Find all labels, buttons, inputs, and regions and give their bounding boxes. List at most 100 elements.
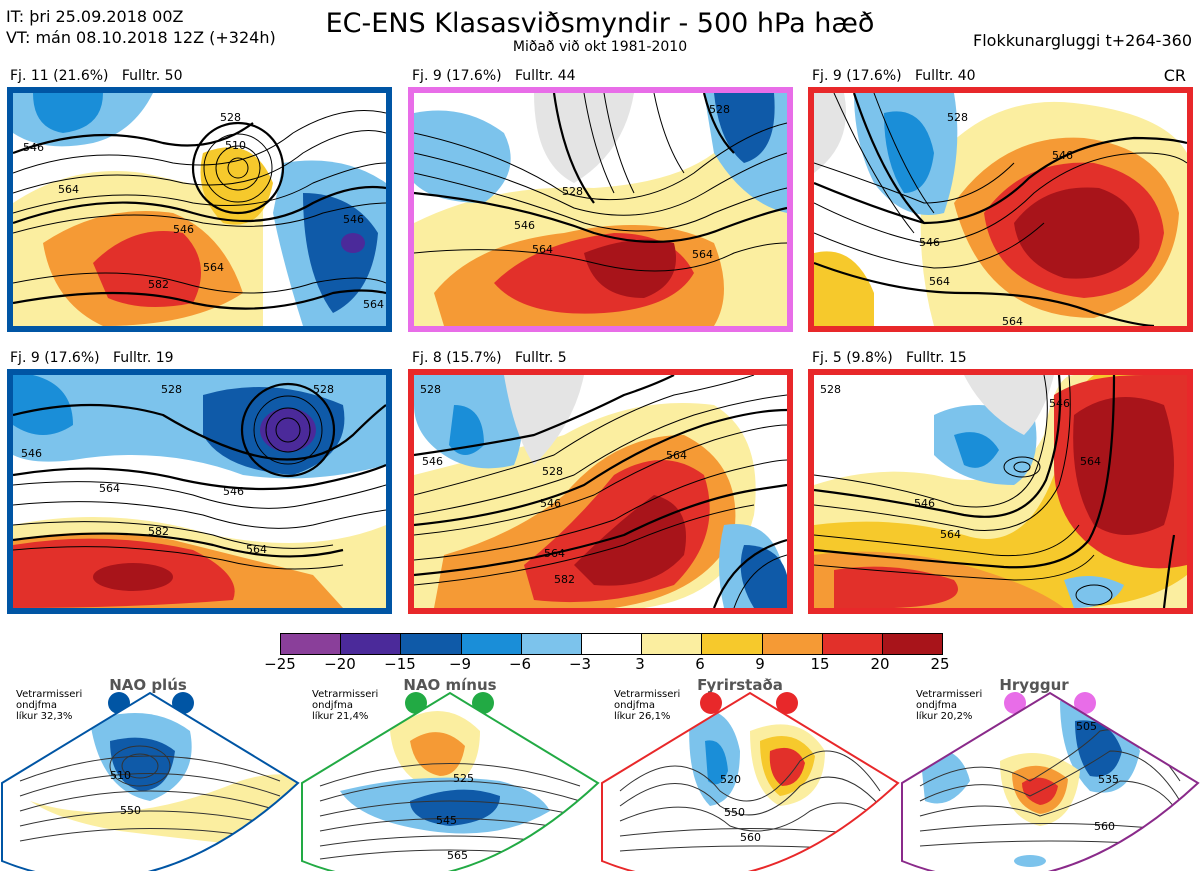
contour-label: 505 — [1076, 720, 1097, 733]
contour-label: 564 — [666, 449, 687, 462]
colorbar-swatch — [461, 634, 522, 654]
page-title: EC-ENS Klasasviðsmyndir - 500 hPa hæð — [325, 8, 875, 39]
contour-label: 564 — [246, 543, 267, 556]
panel-label-2: Fj. 9 (17.6%) Fulltr. 44 — [412, 68, 576, 84]
colorbar-swatch — [882, 634, 943, 654]
contour-label: 564 — [544, 547, 565, 560]
colorbar-swatch — [702, 634, 763, 654]
contour-label: 510 — [225, 139, 246, 152]
regime-probability: líkur 26,1% — [614, 711, 671, 722]
contour-label: 528 — [220, 111, 241, 124]
panel-label-3: Fj. 9 (17.6%) Fulltr. 40 — [812, 68, 976, 84]
colorbar-tick: 3 — [635, 655, 645, 673]
panel-label-4: Fj. 9 (17.6%) Fulltr. 19 — [10, 350, 174, 366]
contour-label: 546 — [1052, 149, 1073, 162]
contour-label: 564 — [1002, 315, 1023, 328]
contour-label: 520 — [720, 773, 741, 786]
cluster-map-4: 528 528 546 564 546 582 564 — [7, 369, 392, 614]
regime-season: Vetrarmisseri — [312, 689, 379, 700]
colorbar-swatch — [341, 634, 402, 654]
contour-label: 560 — [740, 831, 761, 844]
colorbar-tick: 6 — [695, 655, 705, 673]
contour-label: 582 — [148, 525, 169, 538]
contour-label: 546 — [422, 455, 443, 468]
colorbar — [280, 633, 943, 655]
regime-name: Fyrirstaða — [697, 676, 783, 694]
regime-name: NAO plús — [109, 676, 187, 694]
contour-label: 564 — [58, 183, 79, 196]
contour-label: 564 — [99, 482, 120, 495]
contour-label: 528 — [542, 465, 563, 478]
contour-label: 545 — [436, 814, 457, 827]
contour-label: 528 — [820, 383, 841, 396]
regime-dot — [700, 692, 722, 714]
contour-label: 546 — [23, 141, 44, 154]
regime-nao-plus: NAO plús Vetrarmisseri ondjfma líkur 32,… — [0, 676, 300, 871]
map-canvas-1 — [13, 93, 386, 326]
cluster-map-1: 546 564 528 510 546 546 564 582 564 — [7, 87, 392, 332]
colorbar-tick: 9 — [755, 655, 765, 673]
regime-dot — [776, 692, 798, 714]
contour-label: 550 — [724, 806, 745, 819]
regime-map-2 — [301, 691, 600, 871]
regime-info: Vetrarmisseri ondjfma líkur 20,2% — [916, 689, 982, 722]
regime-season: Vetrarmisseri — [16, 689, 83, 700]
map-canvas-6 — [814, 375, 1187, 608]
regime-info: Vetrarmisseri ondjfma líkur 32,3% — [16, 689, 82, 722]
regime-map-4 — [901, 691, 1200, 871]
regime-info: Vetrarmisseri ondjfma líkur 26,1% — [614, 689, 680, 722]
regime-months: ondjfma — [916, 700, 957, 711]
contour-label: 546 — [514, 219, 535, 232]
regime-blocking: Fyrirstaða Vetrarmisseri ondjfma líkur 2… — [600, 676, 900, 871]
regime-season: Vetrarmisseri — [614, 689, 681, 700]
colorbar-swatch — [642, 634, 703, 654]
contour-label: 564 — [1080, 455, 1101, 468]
panel-label-5: Fj. 8 (15.7%) Fulltr. 5 — [412, 350, 567, 366]
contour-label: 535 — [1098, 773, 1119, 786]
regime-season: Vetrarmisseri — [916, 689, 983, 700]
cluster-map-5: 528 546 528 564 546 564 582 — [408, 369, 793, 614]
classification-window: Flokkunargluggi t+264-360 — [973, 31, 1192, 50]
contour-label: 546 — [343, 213, 364, 226]
colorbar-swatch — [281, 634, 342, 654]
colorbar-tick: 15 — [810, 655, 830, 673]
regime-probability: líkur 21,4% — [312, 711, 369, 722]
contour-label: 528 — [562, 185, 583, 198]
contour-label: 525 — [453, 772, 474, 785]
contour-label: 528 — [313, 383, 334, 396]
contour-label: 582 — [554, 573, 575, 586]
colorbar-tick: −15 — [384, 655, 416, 673]
regime-months: ondjfma — [16, 700, 57, 711]
contour-label: 546 — [21, 447, 42, 460]
initial-time: IT: þri 25.09.2018 00Z — [6, 7, 184, 26]
regime-months: ondjfma — [312, 700, 353, 711]
page-subtitle: Miðað við okt 1981-2010 — [512, 39, 688, 55]
contour-label: 546 — [223, 485, 244, 498]
colorbar-swatch — [822, 634, 883, 654]
contour-label: 546 — [1049, 397, 1070, 410]
contour-label: 564 — [203, 261, 224, 274]
regime-name: NAO mínus — [403, 676, 497, 694]
contour-label: 546 — [173, 223, 194, 236]
contour-label: 564 — [692, 248, 713, 261]
panel-label-1: Fj. 11 (21.6%) Fulltr. 50 — [10, 68, 183, 84]
regime-info: Vetrarmisseri ondjfma líkur 21,4% — [312, 689, 378, 722]
map-canvas-2 — [414, 93, 787, 326]
contour-label: 564 — [940, 528, 961, 541]
contour-label: 564 — [363, 298, 384, 311]
map-canvas-4 — [13, 375, 386, 608]
colorbar-tick: −6 — [508, 655, 532, 673]
contour-label: 582 — [148, 278, 169, 291]
regime-code: CR — [1163, 66, 1186, 85]
header-info: IT: þri 25.09.2018 00Z VT: mán 08.10.201… — [6, 6, 276, 48]
colorbar-tick: −20 — [324, 655, 356, 673]
cluster-map-3: 528 546 546 564 564 — [808, 87, 1193, 332]
contour-label: 528 — [947, 111, 968, 124]
contour-label: 546 — [919, 236, 940, 249]
contour-label: 510 — [110, 769, 131, 782]
contour-label: 546 — [914, 497, 935, 510]
regime-name: Hryggur — [999, 676, 1069, 694]
regime-map-3 — [601, 691, 900, 871]
regime-dot — [172, 692, 194, 714]
valid-time: VT: mán 08.10.2018 12Z (+324h) — [6, 28, 276, 47]
